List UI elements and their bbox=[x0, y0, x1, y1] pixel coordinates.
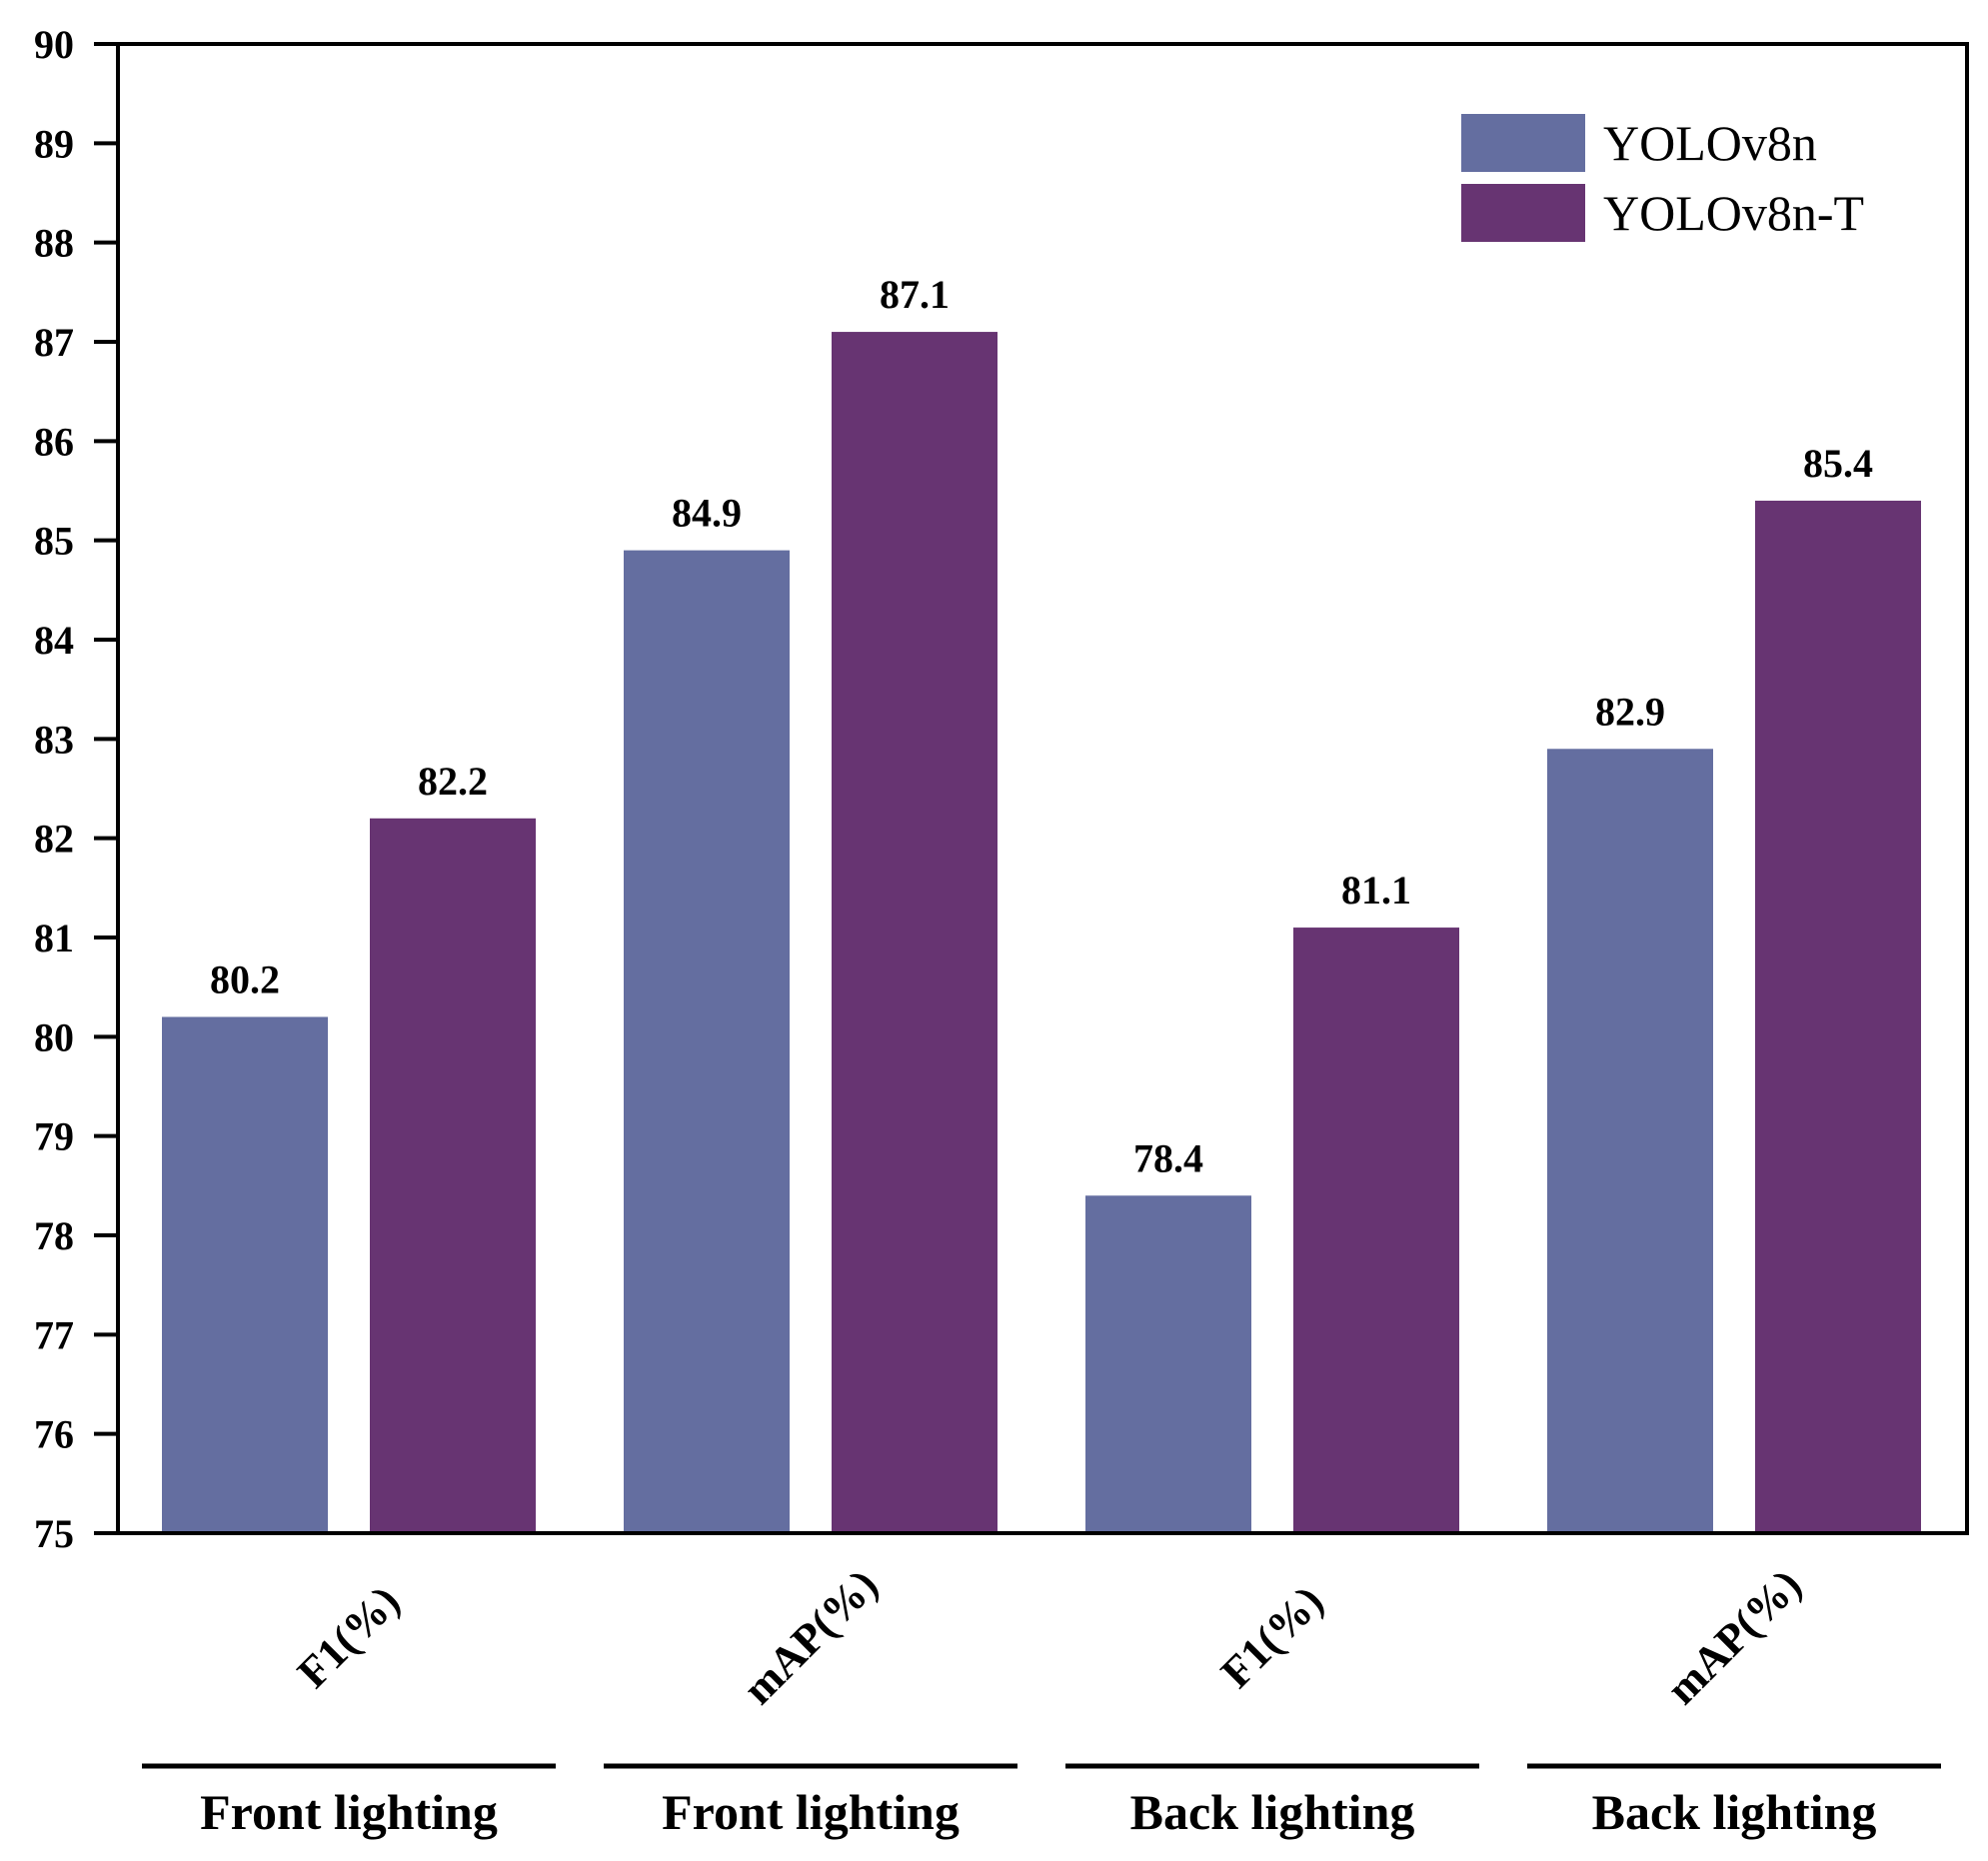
bar bbox=[624, 550, 790, 1533]
data-label: 78.4 bbox=[1133, 1135, 1203, 1180]
legend: YOLOv8n YOLOv8n-T bbox=[1461, 114, 1864, 242]
y-tick-label: 88 bbox=[34, 221, 74, 266]
group-label: Front lighting bbox=[200, 1784, 498, 1840]
y-tick-label: 87 bbox=[34, 320, 74, 365]
y-tick-label: 89 bbox=[34, 121, 74, 166]
data-label: 82.2 bbox=[418, 759, 488, 804]
category-label: F1(%) bbox=[1211, 1576, 1332, 1697]
y-tick-label: 90 bbox=[34, 22, 74, 67]
axis-layer bbox=[94, 42, 1969, 1769]
group-label: Back lighting bbox=[1130, 1784, 1415, 1840]
y-tick-label: 81 bbox=[34, 916, 74, 960]
y-tick-label: 79 bbox=[34, 1114, 74, 1159]
bar bbox=[1547, 749, 1713, 1533]
y-tick-label: 80 bbox=[34, 1014, 74, 1059]
category-label: mAP(%) bbox=[734, 1560, 888, 1714]
bar bbox=[162, 1016, 328, 1533]
y-tick-label: 86 bbox=[34, 419, 74, 464]
category-label: mAP(%) bbox=[1657, 1560, 1811, 1714]
category-label: F1(%) bbox=[288, 1576, 409, 1697]
y-tick-label: 78 bbox=[34, 1213, 74, 1258]
bar bbox=[1293, 928, 1459, 1533]
bar bbox=[1085, 1195, 1251, 1533]
legend-swatch bbox=[1461, 184, 1585, 242]
data-label: 84.9 bbox=[672, 491, 742, 536]
data-label: 81.1 bbox=[1341, 868, 1411, 913]
data-label: 80.2 bbox=[210, 956, 280, 1001]
plot-frame bbox=[116, 42, 1969, 1535]
bar bbox=[370, 818, 536, 1533]
bar bbox=[832, 332, 997, 1534]
y-tick-label: 85 bbox=[34, 519, 74, 564]
data-label: 85.4 bbox=[1803, 441, 1873, 486]
legend-swatch bbox=[1461, 114, 1585, 172]
legend-label: YOLOv8n bbox=[1603, 115, 1817, 171]
y-tick-label: 75 bbox=[34, 1511, 74, 1556]
y-tick-label: 77 bbox=[34, 1312, 74, 1357]
group-label: Front lighting bbox=[662, 1784, 960, 1840]
bar bbox=[1755, 500, 1921, 1533]
y-tick-label: 82 bbox=[34, 817, 74, 862]
y-tick-label: 83 bbox=[34, 717, 74, 762]
group-label: Back lighting bbox=[1592, 1784, 1877, 1840]
data-label: 87.1 bbox=[880, 272, 950, 317]
bars-layer bbox=[162, 332, 1921, 1534]
y-tick-label: 76 bbox=[34, 1412, 74, 1457]
legend-label: YOLOv8n-T bbox=[1603, 185, 1864, 241]
data-label: 82.9 bbox=[1595, 689, 1665, 734]
y-tick-label: 84 bbox=[34, 618, 74, 663]
